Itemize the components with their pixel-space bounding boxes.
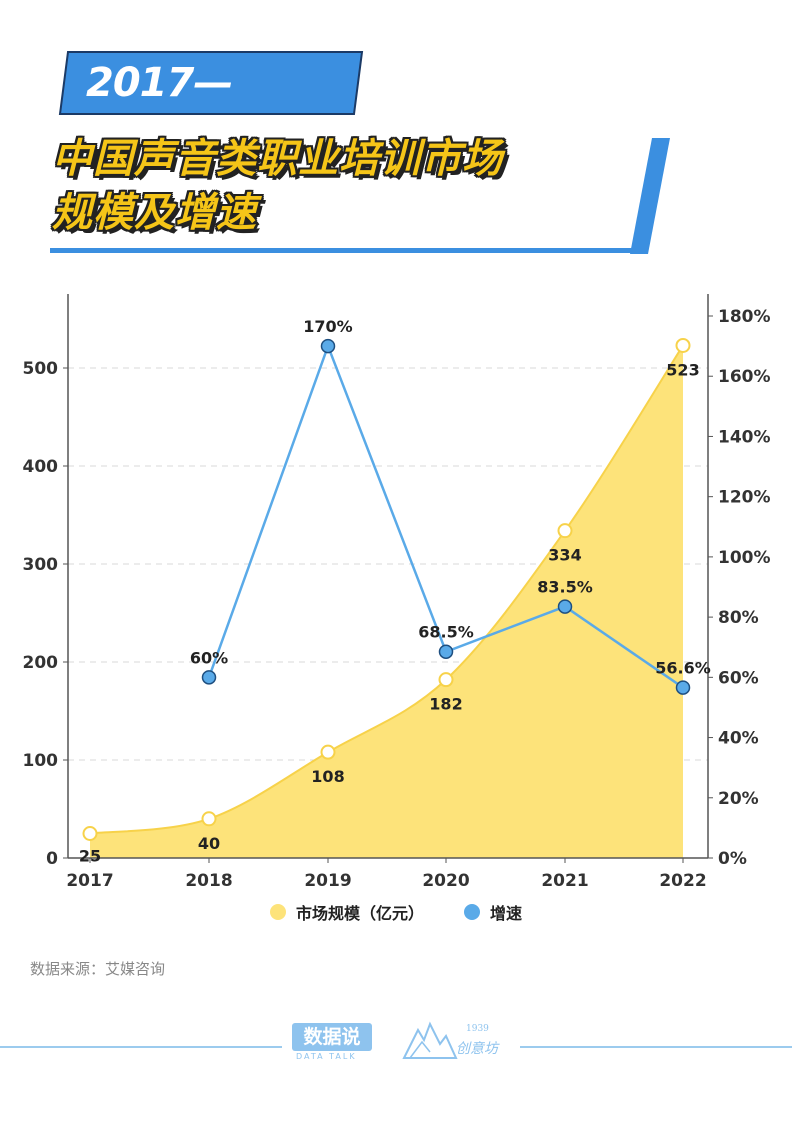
x-tick-label: 2020 <box>422 871 469 891</box>
footer-line-left <box>0 1046 282 1048</box>
mountain-logo-icon <box>402 1021 458 1059</box>
x-tick-label: 2021 <box>541 871 588 891</box>
years-label: 2017—2022 <box>86 60 233 164</box>
legend-swatch-blue <box>464 904 480 920</box>
growth-data-label: 83.5% <box>537 578 593 597</box>
market-size-data-label: 40 <box>198 834 220 853</box>
legend-item-growth: 增速 <box>464 900 522 924</box>
right-tick-label: 160% <box>718 367 771 387</box>
right-tick-label: 40% <box>718 729 759 749</box>
brand-logo: 数据说 <box>292 1023 372 1051</box>
left-tick-label: 300 <box>23 555 59 575</box>
logo-year: 1939 <box>466 1024 489 1034</box>
growth-data-label: 56.6% <box>655 659 711 678</box>
market-size-data-label: 182 <box>429 695 462 714</box>
axes: 0 100 200 300 400 500 0% 20% 40% 60% 80% 100% 120% 14… <box>23 294 771 891</box>
growth-data-label: 68.5% <box>418 623 474 642</box>
left-tick-label: 500 <box>23 359 59 379</box>
right-tick-label: 120% <box>718 488 771 508</box>
growth-point <box>675 680 691 695</box>
logo-text: 创意坊 <box>456 1041 498 1057</box>
title-underline <box>50 248 648 253</box>
market-size-data-label: 25 <box>79 847 101 866</box>
market-size-point <box>82 826 98 841</box>
x-tick-label: 2017 <box>66 871 113 891</box>
years-banner <box>58 51 364 115</box>
left-tick-label: 400 <box>23 457 59 477</box>
right-tick-label: 0% <box>718 849 747 869</box>
market-size-data-label: 523 <box>666 360 699 379</box>
market-size-area-fill <box>90 345 683 859</box>
right-tick-label: 180% <box>718 307 771 327</box>
growth-data-label: 170% <box>303 317 352 336</box>
market-size-point <box>557 523 573 539</box>
market-size-point <box>675 337 691 353</box>
legend-label-growth: 增速 <box>490 904 523 923</box>
right-tick-label: 80% <box>718 608 759 628</box>
right-tick-label: 140% <box>718 427 771 447</box>
header-decoration <box>50 51 670 254</box>
market-size-data-label: 334 <box>548 546 581 565</box>
growth-point <box>320 338 336 354</box>
x-tick-label: 2018 <box>185 871 232 891</box>
legend-label-market-size: 市场规模（亿元） <box>296 904 425 923</box>
title-accent-bar <box>630 138 670 254</box>
source-note: 数据来源：艾媒咨询 <box>30 960 166 978</box>
header: 2017—2022 中国声音类职业培训市场 规模及增速 <box>0 0 792 270</box>
page-title-line1: 中国声音类职业培训市场 <box>52 136 503 182</box>
market-size-point <box>438 672 454 688</box>
data-marks <box>82 337 691 841</box>
chart: 0 100 200 300 400 500 0% 20% 40% 60% 80% 100% 120% 14… <box>23 294 771 891</box>
market-size-point <box>201 811 217 827</box>
market-size-data-label: 108 <box>311 767 344 786</box>
right-tick-label: 20% <box>718 789 759 809</box>
growth-data-label: 60% <box>190 648 228 667</box>
left-tick-label: 0 <box>46 849 58 869</box>
x-tick-label: 2022 <box>659 871 706 891</box>
right-tick-label: 100% <box>718 548 771 568</box>
growth-point <box>201 670 217 685</box>
left-tick-label: 200 <box>23 653 59 673</box>
data-labels: 25 40 108 182 334 523 60% 170% 68.5% 83.5% 56.6% <box>79 317 711 865</box>
legend-swatch-yellow <box>270 904 286 920</box>
legend-item-market-size: 市场规模（亿元） <box>270 900 424 924</box>
market-size-area <box>89 344 684 859</box>
left-tick-label: 100 <box>23 751 59 771</box>
right-tick-label: 60% <box>718 668 759 688</box>
growth-point <box>438 644 454 659</box>
x-tick-label: 2019 <box>304 871 351 891</box>
market-size-point <box>320 744 336 760</box>
footer-line-right <box>520 1046 792 1048</box>
page-title-line2: 规模及增速 <box>52 190 257 236</box>
brand-subtitle: DATA TALK <box>296 1052 357 1061</box>
growth-point <box>557 599 573 614</box>
